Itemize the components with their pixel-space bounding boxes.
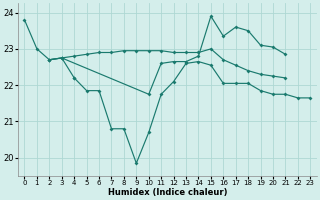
X-axis label: Humidex (Indice chaleur): Humidex (Indice chaleur) xyxy=(108,188,227,197)
